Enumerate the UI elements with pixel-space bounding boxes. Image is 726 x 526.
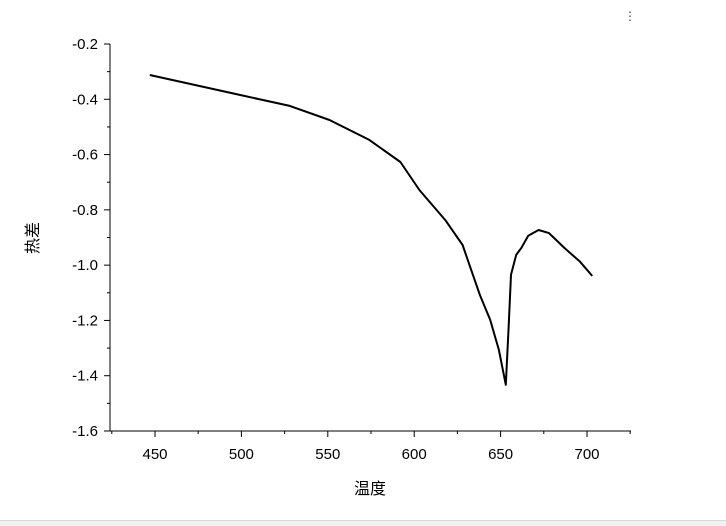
x-tick-label: 450 [142, 446, 167, 463]
x-tick-label: 700 [574, 446, 599, 463]
y-axis-label: 热差 [23, 222, 42, 254]
y-tick-label: -1.6 [72, 423, 98, 440]
y-tick-label: -1.2 [72, 312, 98, 329]
status-bar [0, 520, 726, 526]
x-tick-label: 600 [402, 446, 427, 463]
y-tick-label: -0.2 [72, 36, 98, 53]
x-axis-label: 温度 [354, 479, 386, 498]
y-tick-label: -0.4 [72, 91, 98, 108]
menu-dots-icon[interactable]: ⋮ [624, 9, 636, 23]
x-tick-label: 500 [229, 446, 254, 463]
ticks: 450 500 550 600 650 700 -0.2 -0.4 -0.6 -0.8 -1.0 -1… [72, 36, 631, 463]
y-tick-label: -0.6 [72, 147, 98, 164]
series-line [149, 74, 593, 386]
x-tick-label: 650 [488, 446, 513, 463]
x-tick-label: 550 [315, 446, 340, 463]
y-tick-label: -1.4 [72, 368, 98, 385]
y-tick-label: -1.0 [72, 257, 98, 274]
y-tick-label: -0.8 [72, 202, 98, 219]
